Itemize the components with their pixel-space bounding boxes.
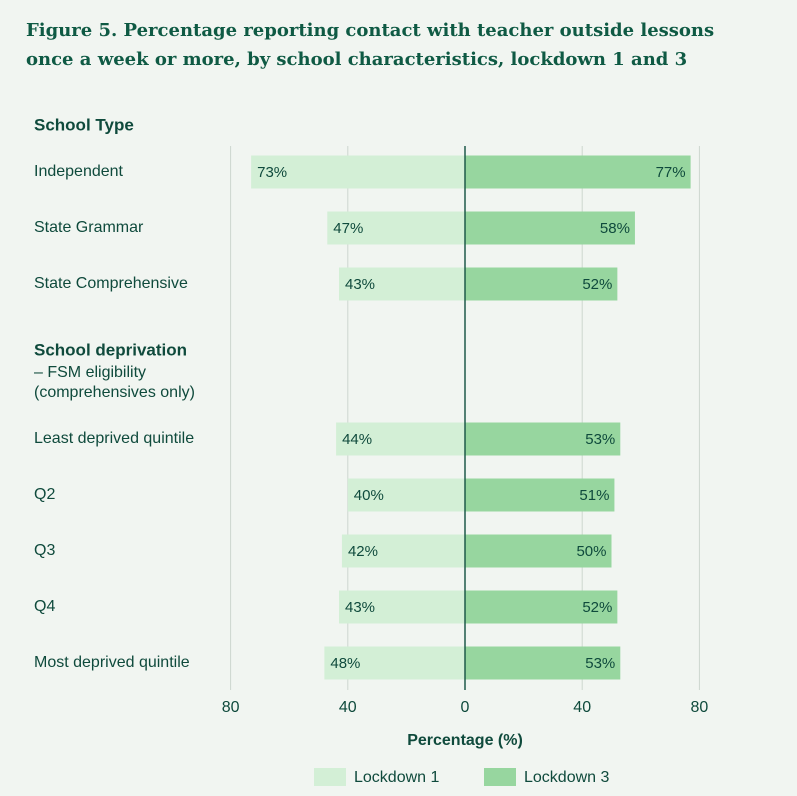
- data-label-lockdown-1: 42%: [348, 543, 378, 560]
- group-subheading: – FSM eligibility: [34, 364, 146, 381]
- category-label: Least deprived quintile: [34, 430, 194, 447]
- bar-lockdown-3: [465, 267, 618, 301]
- bar-lockdown-1: [339, 267, 465, 301]
- bar-lockdown-1: [339, 590, 465, 624]
- chart-title: Figure 5. Percentage reporting contact w…: [26, 20, 715, 70]
- category-label: State Comprehensive: [34, 275, 188, 292]
- group-heading: School deprivation: [34, 340, 187, 359]
- data-label-lockdown-1: 48%: [330, 655, 360, 672]
- data-label-lockdown-1: 44%: [342, 431, 372, 448]
- bar-lockdown-1: [324, 646, 465, 680]
- legend-swatch: [484, 768, 516, 786]
- bar-lockdown-3: [465, 534, 612, 568]
- category-label: State Grammar: [34, 219, 144, 236]
- data-label-lockdown-1: 47%: [333, 220, 363, 237]
- category-label: Q2: [34, 486, 55, 503]
- bar-lockdown-3: [465, 211, 635, 245]
- legend-label: Lockdown 1: [354, 769, 439, 786]
- bar-lockdown-1: [251, 155, 465, 189]
- bar-lockdown-3: [465, 422, 621, 456]
- data-label-lockdown-3: 58%: [600, 220, 630, 237]
- bar-lockdown-1: [347, 478, 465, 512]
- bar-lockdown-1: [341, 534, 465, 568]
- x-tick-label: 80: [691, 699, 709, 716]
- bar-lockdown-1: [336, 422, 465, 456]
- category-label: Q4: [34, 598, 55, 615]
- bar-lockdown-1: [327, 211, 465, 245]
- data-label-lockdown-3: 50%: [576, 543, 606, 560]
- x-tick-label: 40: [573, 699, 591, 716]
- bar-lockdown-3: [465, 646, 621, 680]
- data-label-lockdown-3: 52%: [582, 276, 612, 293]
- data-label-lockdown-3: 53%: [585, 655, 615, 672]
- group-heading: School Type: [34, 115, 134, 134]
- data-label-lockdown-1: 40%: [354, 487, 384, 504]
- legend-label: Lockdown 3: [524, 769, 609, 786]
- category-label: Q3: [34, 542, 55, 559]
- x-tick-label: 0: [461, 699, 470, 716]
- category-label: Most deprived quintile: [34, 654, 190, 671]
- data-label-lockdown-1: 43%: [345, 276, 375, 293]
- x-axis-title: Percentage (%): [407, 732, 523, 749]
- x-tick-label: 80: [222, 699, 240, 716]
- x-tick-label: 40: [339, 699, 357, 716]
- category-label: Independent: [34, 163, 124, 180]
- bar-lockdown-3: [465, 590, 618, 624]
- data-label-lockdown-1: 73%: [257, 164, 287, 181]
- data-label-lockdown-3: 52%: [582, 599, 612, 616]
- bar-lockdown-3: [465, 155, 691, 189]
- legend-swatch: [314, 768, 346, 786]
- data-label-lockdown-3: 51%: [579, 487, 609, 504]
- bar-lockdown-3: [465, 478, 615, 512]
- data-label-lockdown-3: 77%: [656, 164, 686, 181]
- data-label-lockdown-3: 53%: [585, 431, 615, 448]
- group-subheading: (comprehensives only): [34, 384, 195, 401]
- data-label-lockdown-1: 43%: [345, 599, 375, 616]
